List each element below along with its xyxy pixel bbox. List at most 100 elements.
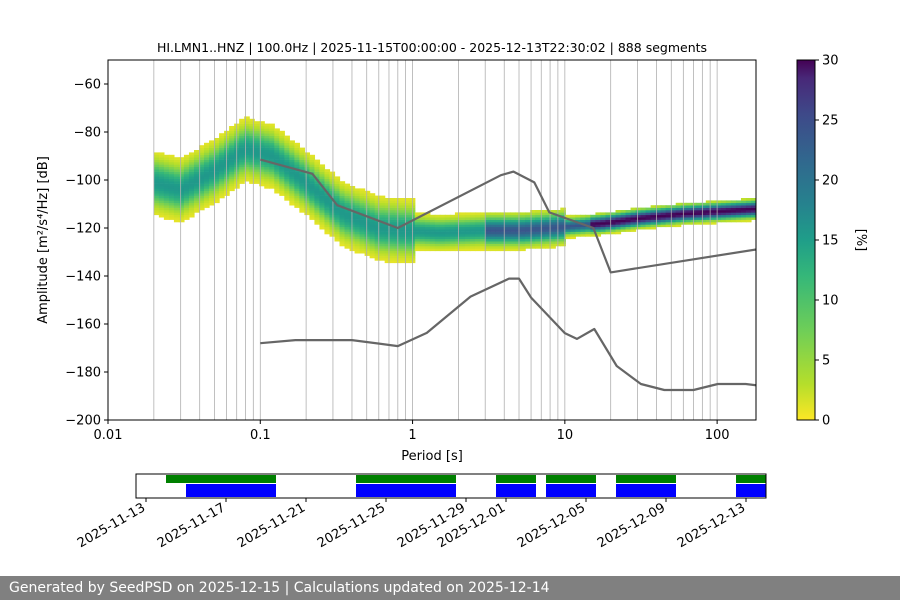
- heatmap-cell: [750, 207, 756, 211]
- heatmap-cell: [284, 190, 290, 194]
- heatmap-cell: [500, 219, 506, 223]
- heatmap-cell: [730, 219, 737, 223]
- heatmap-cell: [505, 222, 511, 225]
- heatmap-cell: [153, 193, 160, 196]
- heatmap-cell: [424, 217, 431, 220]
- heatmap-cell: [224, 190, 230, 194]
- heatmap-cell: [735, 200, 742, 204]
- heatmap-cell: [500, 229, 506, 232]
- heatmap-cell: [730, 212, 737, 216]
- heatmap-cell: [204, 162, 210, 165]
- heatmap-cell: [505, 217, 511, 220]
- heatmap-cell: [289, 183, 295, 187]
- heatmap-cell: [269, 145, 275, 148]
- heatmap-cell: [284, 178, 290, 182]
- heatmap-cell: [214, 178, 220, 182]
- heatmap-cell: [329, 205, 336, 208]
- heatmap-cell: [219, 157, 225, 160]
- heatmap-cell: [705, 202, 712, 206]
- heatmap-cell: [480, 248, 486, 252]
- heatmap-cell: [740, 202, 747, 206]
- heatmap-cell: [254, 145, 260, 148]
- heatmap-cell: [620, 210, 627, 213]
- heatmap-cell: [279, 171, 285, 175]
- heatmap-cell: [615, 231, 622, 235]
- heatmap-cell: [715, 205, 722, 208]
- heatmap-cell: [229, 183, 235, 187]
- heatmap-cell: [259, 166, 265, 170]
- heatmap-cell: [419, 243, 426, 247]
- heatmap-cell: [299, 181, 305, 184]
- heatmap-cell: [434, 238, 441, 242]
- heatmap-cell: [540, 222, 546, 225]
- heatmap-cell: [178, 186, 185, 189]
- heatmap-cell: [630, 222, 637, 225]
- heatmap-cell: [214, 140, 220, 144]
- heatmap-cell: [720, 214, 727, 218]
- heatmap-cell: [199, 181, 205, 184]
- heatmap-cell: [485, 236, 491, 240]
- heatmap-cell: [750, 202, 756, 206]
- heatmap-cell: [515, 224, 521, 228]
- heatmap-cell: [745, 202, 752, 206]
- heatmap-cell: [168, 202, 175, 206]
- heatmap-cell: [158, 181, 165, 184]
- heatmap-cell: [163, 198, 170, 201]
- heatmap-cell: [158, 193, 165, 196]
- heatmap-cell: [294, 157, 300, 160]
- colorbar-tick-label: 0: [822, 414, 830, 429]
- heatmap-cell: [168, 217, 175, 220]
- heatmap-cell: [188, 171, 195, 175]
- heatmap-cell: [434, 248, 441, 252]
- heatmap-cell: [229, 157, 235, 160]
- heatmap-cell: [364, 253, 371, 256]
- heatmap-cell: [153, 171, 160, 175]
- heatmap-cell: [715, 212, 722, 216]
- heatmap-cell: [545, 224, 551, 228]
- colorbar-tick-label: 10: [822, 294, 839, 309]
- heatmap-cell: [259, 174, 265, 177]
- heatmap-cell: [239, 135, 245, 139]
- heatmap-cell: [274, 145, 280, 148]
- heatmap-cell: [389, 236, 396, 240]
- heatmap-cell: [279, 154, 285, 158]
- heatmap-cell: [284, 198, 290, 201]
- heatmap-cell: [655, 207, 662, 211]
- heatmap-cell: [239, 123, 245, 127]
- heatmap-cell: [540, 214, 546, 218]
- heatmap-cell: [670, 214, 677, 218]
- y-tick-label: −180: [65, 366, 101, 381]
- heatmap-cell: [249, 142, 255, 146]
- heatmap-cell: [590, 222, 597, 225]
- heatmap-cell: [249, 147, 255, 151]
- heatmap-cell: [264, 171, 270, 175]
- heatmap-cell: [670, 219, 677, 223]
- heatmap-cell: [419, 236, 426, 240]
- heatmap-cell: [520, 238, 526, 242]
- heatmap-cell: [324, 210, 331, 213]
- heatmap-cell: [309, 210, 316, 213]
- heatmap-cell: [289, 200, 295, 204]
- heatmap-cell: [214, 171, 220, 175]
- heatmap-cell: [685, 214, 692, 218]
- heatmap-cell: [515, 226, 521, 230]
- heatmap-cell: [178, 188, 185, 192]
- heatmap-cell: [434, 243, 441, 247]
- heatmap-cell: [655, 212, 662, 216]
- heatmap-cell: [665, 224, 672, 228]
- heatmap-cell: [199, 162, 205, 165]
- heatmap-cell: [464, 243, 471, 247]
- heatmap-cell: [635, 219, 642, 223]
- heatmap-cell: [500, 231, 506, 235]
- heatmap-cell: [339, 195, 346, 199]
- heatmap-cell: [334, 188, 341, 192]
- heatmap-cell: [404, 202, 411, 206]
- heatmap-cell: [289, 140, 295, 144]
- heatmap-cell: [319, 214, 326, 218]
- heatmap-cell: [675, 219, 682, 223]
- heatmap-cell: [289, 178, 295, 182]
- heatmap-cell: [229, 150, 235, 153]
- heatmap-cell: [254, 176, 260, 180]
- heatmap-cell: [279, 159, 285, 163]
- axes: 0.01 0.1 1 10 100−200−180−160−140−120−100−80…: [65, 78, 729, 444]
